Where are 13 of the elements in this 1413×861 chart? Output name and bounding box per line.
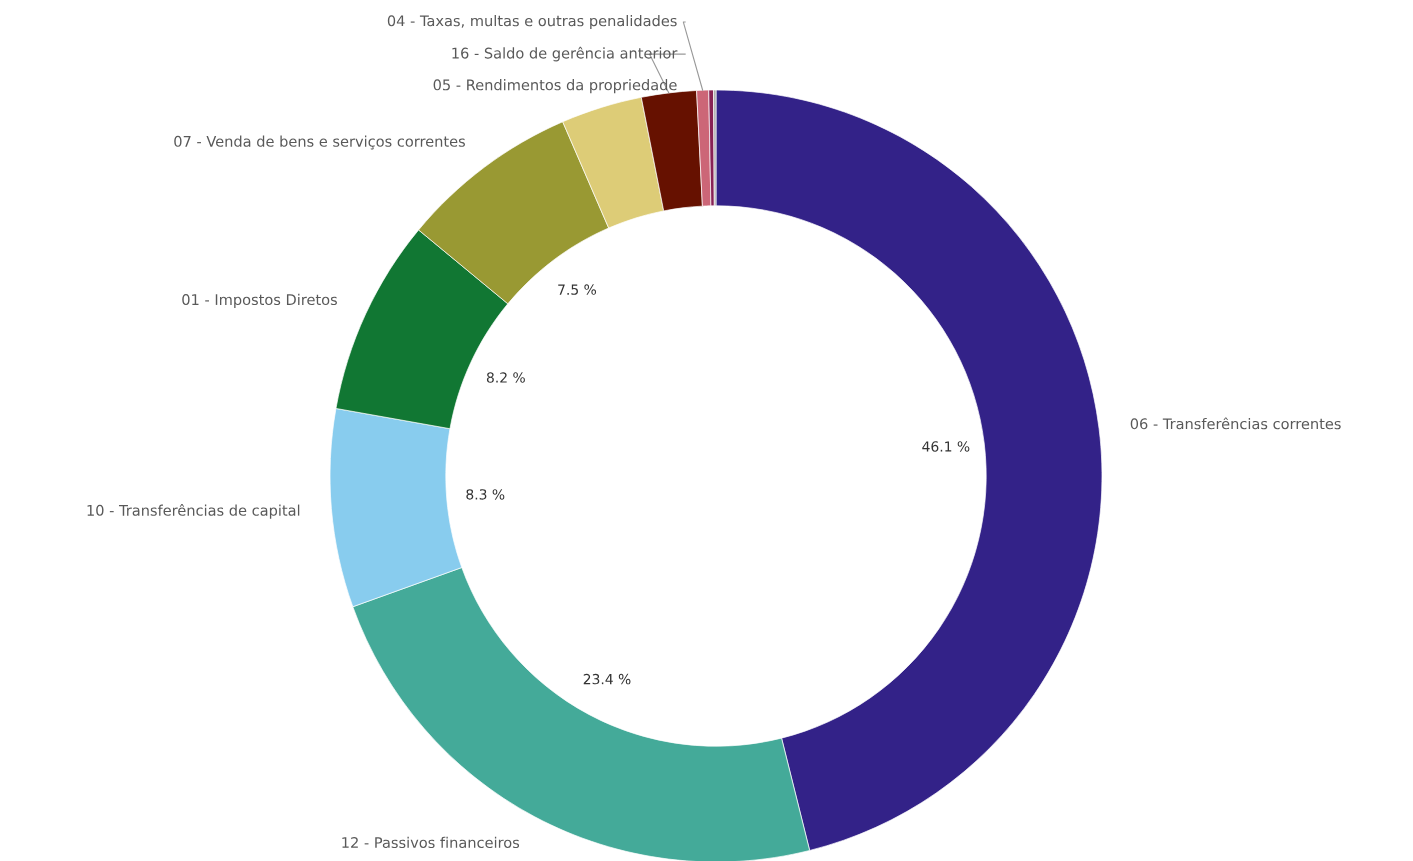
slice-label: 05 - Rendimentos da propriedade [433,79,677,94]
slice-label: 01 - Impostos Diretos [182,293,337,308]
data-label: 8.3 % [466,489,505,500]
slice-label: 04 - Taxas, multas e outras penalidades [387,15,677,30]
slice-label: 16 - Saldo de gerência anterior [452,46,678,62]
data-label: 23.4 % [583,673,631,685]
slice-label: 06 - Transferências correntes [1130,417,1341,430]
data-label: 46.1 % [922,441,970,452]
data-label: 8.2 % [486,372,525,383]
slice-label: 12 - Passivos financeiros [342,836,520,849]
slice-label: 07 - Venda de bens e serviços correntes [174,135,465,150]
data-label: 7.5 % [558,284,597,295]
slice-label: 10 - Transferências de capital [87,503,300,519]
